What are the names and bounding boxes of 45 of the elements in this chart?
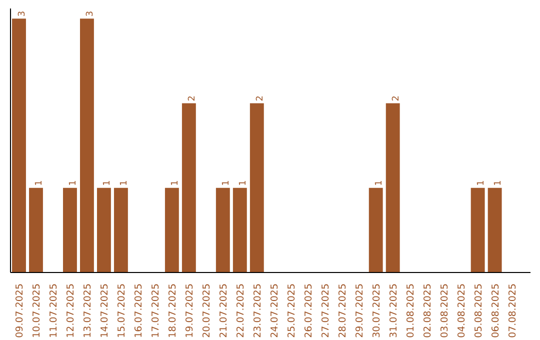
x-tick-label: 26.07.2025: [303, 283, 314, 338]
x-tick-label: 13.07.2025: [82, 283, 94, 338]
data-label: 2: [391, 96, 402, 102]
x-tick-label: 29.07.2025: [354, 283, 366, 338]
x-tick-label: 12.07.2025: [65, 283, 76, 338]
x-tick-label: 21.07.2025: [218, 283, 230, 338]
x-tick-label: 17.07.2025: [150, 283, 162, 338]
data-label: 1: [493, 180, 504, 186]
x-tick-label: 25.07.2025: [286, 283, 298, 338]
data-label: 1: [170, 180, 180, 186]
x-tick-label: 28.07.2025: [337, 283, 348, 338]
data-label: 1: [221, 180, 232, 186]
x-tick-label: 02.08.2025: [422, 283, 434, 338]
x-tick-label: 20.07.2025: [201, 283, 212, 338]
x-tick-label: 06.08.2025: [490, 283, 502, 338]
x-tick-label: 09.07.2025: [14, 283, 26, 338]
x-tick-label: 14.07.2025: [99, 283, 110, 338]
x-tick-label: 27.07.2025: [320, 283, 332, 338]
x-tick-label: 10.07.2025: [31, 283, 42, 338]
data-label: 1: [374, 180, 384, 186]
data-label: 3: [18, 10, 28, 17]
data-label: 1: [119, 180, 130, 186]
x-tick-label: 05.08.2025: [473, 283, 484, 338]
data-label: 2: [255, 96, 266, 102]
data-label: 1: [68, 180, 79, 186]
x-tick-label: 19.07.2025: [184, 283, 196, 338]
x-tick-label: 22.07.2025: [235, 283, 246, 338]
x-tick-label: 23.07.2025: [252, 283, 264, 338]
x-tick-label: 07.08.2025: [507, 283, 518, 338]
x-tick-label: 01.08.2025: [405, 283, 416, 338]
data-label: 1: [102, 180, 113, 186]
x-tick-label: 15.07.2025: [116, 283, 128, 338]
x-tick-label: 30.07.2025: [371, 283, 382, 338]
data-label: 1: [476, 180, 486, 186]
x-tick-label: 11.07.2025: [48, 283, 60, 338]
x-tick-label: 16.07.2025: [133, 283, 144, 338]
data-label: 2: [187, 96, 198, 102]
x-tick-label: 24.07.2025: [269, 283, 280, 338]
x-tick-label: 04.08.2025: [456, 283, 468, 338]
data-label: 3: [86, 10, 96, 17]
x-tick-label: 18.07.2025: [167, 283, 178, 338]
x-tick-label: 31.07.2025: [388, 283, 400, 338]
data-label: 1: [238, 180, 248, 186]
data-label: 1: [34, 180, 45, 186]
x-tick-label: 03.08.2025: [439, 283, 450, 338]
